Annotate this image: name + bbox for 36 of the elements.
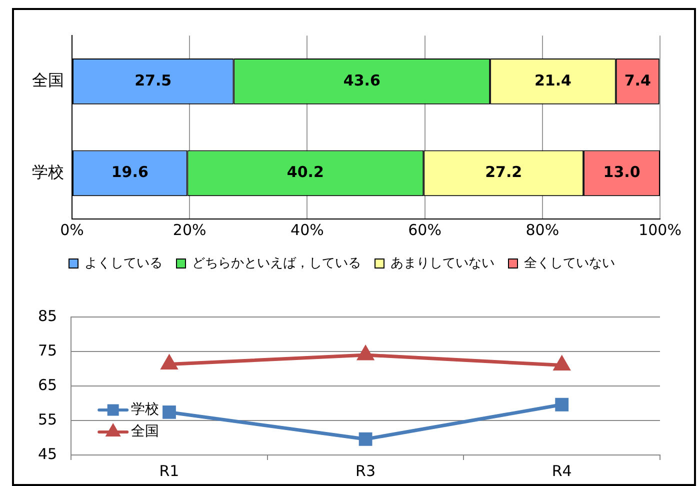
x-tick-label: R3 [356, 462, 376, 480]
text: 40.2 [286, 163, 324, 182]
x-tick-label: 60% [408, 220, 442, 239]
legend-label: よくしている [84, 256, 162, 271]
point [358, 346, 374, 360]
x-tick-label: 20% [172, 220, 206, 239]
x-tick-label: 80% [526, 220, 560, 239]
y-tick-label: 学校 [32, 162, 64, 182]
y-tick-label: 75 [38, 341, 58, 360]
legend-label: どちらかといえば，している [192, 256, 361, 271]
point [161, 356, 178, 370]
x-tick-label: 0% [60, 220, 84, 239]
point [358, 432, 372, 446]
y-tick-label: 55 [38, 410, 58, 428]
text: 7.4 [624, 71, 651, 90]
legend-label: 全国 [131, 424, 160, 440]
y-tick-label: 45 [38, 444, 58, 463]
y-tick-label: 65 [38, 376, 58, 394]
x-tick-label: R4 [552, 462, 572, 480]
text: 19.6 [111, 163, 148, 182]
text: 27.2 [485, 163, 522, 182]
point [555, 398, 569, 412]
x-tick-label: 40% [290, 220, 324, 239]
x-tick-label: 100% [638, 220, 682, 239]
x-tick-label: R1 [159, 462, 180, 480]
point [162, 406, 176, 419]
text: 27.5 [134, 71, 172, 90]
legend-label: あまりしていない [390, 256, 494, 271]
text: 21.4 [534, 71, 572, 90]
legend-label: 全くしていない [524, 256, 615, 271]
text: 43.6 [343, 71, 380, 90]
legend-label: 学校 [131, 402, 160, 418]
text: 13.0 [603, 163, 640, 182]
y-tick-label: 85 [38, 306, 58, 325]
y-tick-label: 全国 [32, 70, 64, 90]
point [554, 356, 570, 371]
